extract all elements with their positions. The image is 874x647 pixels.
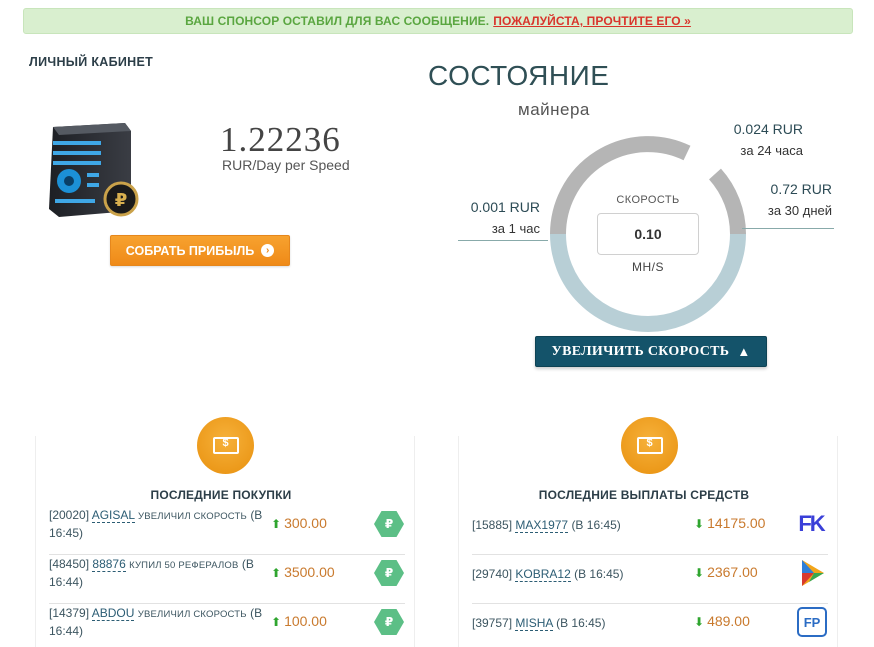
purchase-row-text: [20020] AGISAL УВЕЛИЧИЛ СКОРОСТЬ (В 16:4… bbox=[49, 507, 264, 541]
arrow-down-icon: ⬇ bbox=[694, 517, 705, 531]
payout-amount: ⬇ 14175.00 bbox=[694, 515, 765, 531]
purchase-user-link[interactable]: AGISAL bbox=[91, 508, 135, 523]
purchase-id: [20020] bbox=[49, 508, 90, 522]
arrow-up-icon: ⬆ bbox=[271, 615, 282, 629]
freekassa-icon: FK bbox=[798, 511, 825, 536]
money-icon bbox=[621, 417, 678, 474]
payout-id: [29740] bbox=[472, 567, 513, 581]
payouts-title: ПОСЛЕДНИЕ ВЫПЛАТЫ СРЕДСТВ bbox=[538, 488, 750, 502]
rate-value: 1.22236 bbox=[220, 120, 341, 159]
payout-amount: ⬇ 2367.00 bbox=[694, 564, 758, 580]
payout-row: [29740] KOBRA12 (В 16:45) ⬇ 2367.00 bbox=[472, 556, 828, 604]
purchase-action: УВЕЛИЧИЛ СКОРОСТЬ bbox=[137, 511, 247, 522]
payout-amount: ⬇ 489.00 bbox=[694, 613, 750, 629]
monthly-earning-label: за 30 дней bbox=[767, 203, 832, 218]
cabinet-title: ЛИЧНЫЙ КАБИНЕТ bbox=[29, 55, 154, 69]
sponsor-message-bar: ВАШ СПОНСОР ОСТАВИЛ ДЛЯ ВАС СООБЩЕНИЕ. П… bbox=[23, 8, 853, 34]
purchase-time: (В 16:44) bbox=[49, 557, 254, 589]
purchase-id: [48450] bbox=[49, 557, 90, 571]
arrow-up-icon: ⬆ bbox=[271, 517, 282, 531]
purchase-amount: ⬆ 100.00 bbox=[271, 613, 327, 629]
payout-row-text: [39757] MISHA (В 16:45) bbox=[472, 615, 687, 631]
purchase-user-link[interactable]: ABDOU bbox=[91, 606, 135, 621]
payout-amount-value: 2367.00 bbox=[707, 564, 758, 580]
increase-speed-label: УВЕЛИЧИТЬ СКОРОСТЬ bbox=[551, 343, 730, 359]
arrow-up-icon: ▲ bbox=[737, 343, 751, 359]
payout-time: (В 16:45) bbox=[556, 616, 606, 630]
money-icon bbox=[197, 417, 254, 474]
purchase-row-text: [48450] 88876 КУПИЛ 50 РЕФЕРАЛОВ (В 16:4… bbox=[49, 556, 264, 590]
payout-id: [15885] bbox=[472, 518, 513, 532]
svg-text:₽: ₽ bbox=[115, 190, 128, 211]
payout-user-link[interactable]: MISHA bbox=[515, 616, 553, 631]
purchase-row: [48450] 88876 КУПИЛ 50 РЕФЕРАЛОВ (В 16:4… bbox=[49, 556, 405, 604]
ruble-hex-icon: ₽ bbox=[374, 560, 404, 586]
monthly-earning-value: 0.72 RUR bbox=[770, 181, 832, 197]
arrow-down-icon: ⬇ bbox=[694, 566, 705, 580]
hourly-earning-label: за 1 час bbox=[491, 221, 540, 236]
daily-earning-value: 0.024 RUR bbox=[733, 121, 803, 137]
purchase-time: (В 16:45) bbox=[49, 508, 263, 540]
chevron-right-circle-icon: › bbox=[261, 244, 275, 257]
payout-row: [39757] MISHA (В 16:45) ⬇ 489.00 FP bbox=[472, 605, 828, 647]
payeer-play-icon bbox=[802, 560, 824, 586]
ruble-hex-icon: ₽ bbox=[374, 511, 404, 537]
payout-row-text: [15885] MAX1977 (В 16:45) bbox=[472, 517, 687, 533]
monthly-earning: 0.72 RUR за 30 дней bbox=[732, 178, 832, 222]
purchase-action: КУПИЛ 50 РЕФЕРАЛОВ bbox=[129, 560, 239, 571]
purchases-title: ПОСЛЕДНИЕ ПОКУПКИ bbox=[150, 488, 292, 502]
payout-time: (В 16:45) bbox=[571, 518, 621, 532]
server-miner-icon: ₽ bbox=[49, 123, 139, 217]
sponsor-message-text: ВАШ СПОНСОР ОСТАВИЛ ДЛЯ ВАС СООБЩЕНИЕ. bbox=[185, 14, 490, 28]
rate-unit: RUR/Day per Speed bbox=[222, 157, 350, 173]
daily-earning-label: за 24 часа bbox=[740, 143, 803, 158]
speed-value: 0.10 bbox=[597, 213, 699, 255]
purchase-amount-value: 3500.00 bbox=[284, 564, 335, 580]
payout-user-link[interactable]: MAX1977 bbox=[515, 518, 569, 533]
arrow-up-icon: ⬆ bbox=[271, 566, 282, 580]
collect-profit-label: СОБРАТЬ ПРИБЫЛЬ bbox=[125, 243, 255, 258]
hourly-earning: 0.001 RUR за 1 час bbox=[440, 196, 540, 240]
speed-label: СКОРОСТЬ bbox=[616, 194, 680, 206]
miner-state-subtitle: майнера bbox=[518, 100, 590, 119]
increase-speed-button[interactable]: УВЕЛИЧИТЬ СКОРОСТЬ ▲ bbox=[535, 336, 767, 367]
collect-profit-button[interactable]: СОБРАТЬ ПРИБЫЛЬ › bbox=[110, 235, 290, 266]
purchase-amount-value: 100.00 bbox=[284, 613, 327, 629]
arrow-down-icon: ⬇ bbox=[694, 615, 705, 629]
purchase-amount: ⬆ 300.00 bbox=[271, 515, 327, 531]
hourly-earning-value: 0.001 RUR bbox=[470, 199, 540, 215]
purchase-row: [20020] AGISAL УВЕЛИЧИЛ СКОРОСТЬ (В 16:4… bbox=[49, 507, 405, 555]
payout-row: [15885] MAX1977 (В 16:45) ⬇ 14175.00 FK bbox=[472, 507, 828, 555]
read-message-link[interactable]: ПОЖАЛУЙСТА, ПРОЧТИТЕ ЕГО » bbox=[493, 14, 691, 28]
miner-state-title: СОСТОЯНИЕ bbox=[428, 60, 610, 91]
payout-id: [39757] bbox=[472, 616, 513, 630]
payout-amount-value: 14175.00 bbox=[707, 515, 766, 531]
purchase-action: УВЕЛИЧИЛ СКОРОСТЬ bbox=[137, 609, 247, 620]
purchase-time: (В 16:44) bbox=[49, 606, 263, 638]
payout-time: (В 16:45) bbox=[574, 567, 624, 581]
purchase-amount: ⬆ 3500.00 bbox=[271, 564, 335, 580]
payout-row-text: [29740] KOBRA12 (В 16:45) bbox=[472, 566, 687, 582]
purchase-amount-value: 300.00 bbox=[284, 515, 327, 531]
purchase-id: [14379] bbox=[49, 606, 90, 620]
hourly-divider bbox=[458, 240, 548, 241]
speed-unit: MH/S bbox=[632, 260, 664, 274]
purchase-row: [14379] ABDOU УВЕЛИЧИЛ СКОРОСТЬ (В 16:44… bbox=[49, 605, 405, 647]
payout-amount-value: 489.00 bbox=[707, 613, 750, 629]
ruble-hex-icon: ₽ bbox=[374, 609, 404, 635]
purchase-row-text: [14379] ABDOU УВЕЛИЧИЛ СКОРОСТЬ (В 16:44… bbox=[49, 605, 264, 639]
monthly-divider bbox=[742, 228, 834, 229]
purchase-user-link[interactable]: 88876 bbox=[92, 557, 126, 572]
payout-user-link[interactable]: KOBRA12 bbox=[515, 567, 571, 582]
faucetpay-icon: FP bbox=[797, 607, 827, 637]
daily-earning: 0.024 RUR за 24 часа bbox=[700, 118, 803, 162]
